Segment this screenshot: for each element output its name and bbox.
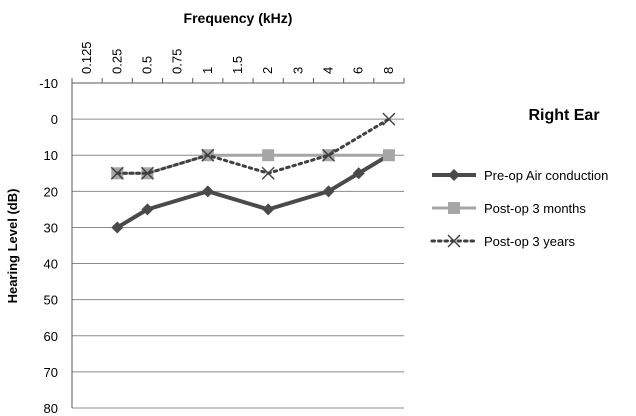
x-tick-label: 0.5 <box>139 56 154 74</box>
legend-entry: Pre-op Air conduction <box>432 168 608 183</box>
data-point <box>141 203 154 216</box>
x-tick-label: 0.125 <box>79 41 94 74</box>
data-point <box>382 149 395 162</box>
legend-label: Post-op 3 months <box>484 201 586 216</box>
x-axis-title: Frequency (kHz) <box>184 10 293 26</box>
side-title: Right Ear <box>528 107 599 124</box>
y-tick-label: 10 <box>44 148 58 163</box>
legend-entry: Post-op 3 months <box>432 201 586 216</box>
y-tick-label: 80 <box>44 401 58 416</box>
legend-label: Post-op 3 years <box>484 234 576 249</box>
x-tick-label: 1 <box>200 67 215 74</box>
series-line <box>115 117 391 175</box>
legend: Pre-op Air conduction Post-op 3 months Pos… <box>430 168 608 249</box>
legend-entry: Post-op 3 years <box>430 234 576 249</box>
x-tick-label: 6 <box>351 67 366 74</box>
y-tick-label: 20 <box>44 184 58 199</box>
data-point <box>201 185 214 198</box>
y-tick-label: -10 <box>39 76 58 91</box>
legend-marker <box>447 234 461 248</box>
y-tick-label: 50 <box>44 293 58 308</box>
x-tick-label: 0.75 <box>170 49 185 74</box>
data-point <box>110 166 124 180</box>
y-tick-labels: -10 0 10 20 30 40 50 60 70 80 <box>39 76 58 416</box>
x-tick-label: 1.5 <box>230 56 245 74</box>
series-layer <box>110 112 396 234</box>
y-tick-label: 0 <box>51 112 58 127</box>
data-point <box>322 148 336 162</box>
data-point <box>262 149 275 162</box>
y-tick-label: 70 <box>44 365 58 380</box>
legend-marker <box>448 202 460 214</box>
data-point <box>262 203 275 216</box>
data-point <box>140 166 154 180</box>
y-tick-label: 60 <box>44 329 58 344</box>
data-point <box>352 167 365 180</box>
x-tick-label: 3 <box>290 67 305 74</box>
y-tick-label: 40 <box>44 257 58 272</box>
x-tick-label: 4 <box>321 67 336 74</box>
series-1 <box>111 149 395 234</box>
data-point <box>322 185 335 198</box>
data-point <box>261 166 275 180</box>
x-tick-labels: 0.125 0.25 0.5 0.75 1 1.5 2 3 4 6 8 <box>79 41 396 74</box>
series-3 <box>110 112 396 180</box>
x-tick-label: 8 <box>381 67 396 74</box>
y-axis-title: Hearing Level (dB) <box>5 189 20 304</box>
legend-label: Pre-op Air conduction <box>484 168 608 183</box>
x-tick-label: 0.25 <box>109 49 124 74</box>
x-tick-label: 2 <box>260 67 275 74</box>
data-point <box>111 221 124 234</box>
legend-marker <box>448 169 460 181</box>
grid-lines <box>71 78 405 409</box>
y-tick-label: 30 <box>44 220 58 235</box>
data-point <box>201 148 215 162</box>
data-point <box>382 112 396 126</box>
